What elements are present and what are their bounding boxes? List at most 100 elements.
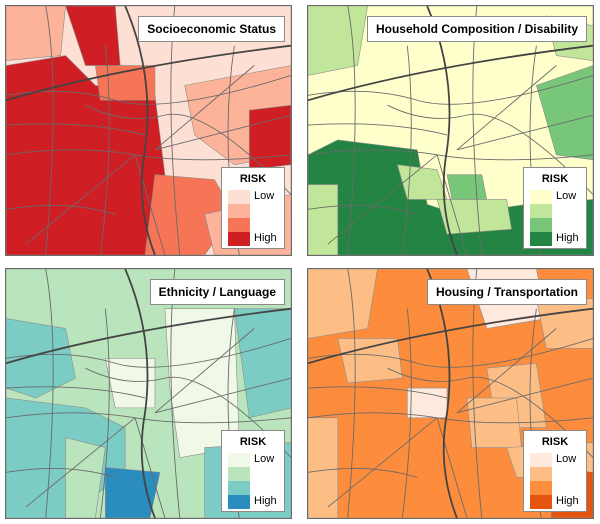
road-line	[154, 114, 291, 151]
tract-area	[248, 104, 291, 171]
road-line	[456, 377, 593, 414]
legend-swatch-3	[530, 481, 552, 495]
legend-title: RISK	[239, 173, 267, 185]
tract-area	[234, 308, 291, 419]
road-line	[45, 269, 54, 518]
road-line	[6, 386, 146, 399]
tract-area	[308, 269, 378, 339]
road-line	[6, 307, 291, 365]
legend-swatch-1	[530, 190, 552, 204]
legend-swatch-3	[228, 218, 250, 232]
road-line	[401, 308, 412, 518]
map-panel-housing: Housing / Transportation RISK Low High	[307, 268, 594, 519]
road-line	[308, 338, 593, 368]
tract-area	[407, 387, 448, 419]
road-line	[154, 377, 291, 414]
legend-swatch-2	[530, 467, 552, 481]
choropleth-map	[6, 6, 291, 255]
legend-swatch-4	[530, 232, 552, 246]
road-line	[45, 6, 54, 255]
legend-low-label: Low	[556, 190, 577, 202]
legend-swatch-3	[228, 481, 250, 495]
legend-swatch-3	[530, 218, 552, 232]
legend-swatch-4	[530, 495, 552, 509]
road-line	[308, 75, 593, 105]
tract-area	[6, 318, 76, 399]
road-line	[6, 44, 291, 102]
legend-swatch-2	[228, 204, 250, 218]
road-line	[154, 328, 255, 414]
road-line	[85, 367, 291, 458]
road-line	[401, 45, 412, 255]
road-line	[426, 269, 458, 518]
legend-swatch-1	[530, 453, 552, 467]
road-line	[347, 6, 356, 255]
road-line	[308, 386, 448, 399]
road-line	[327, 417, 438, 508]
road-line	[456, 328, 557, 414]
road-line	[154, 65, 255, 151]
road-line	[347, 269, 356, 518]
panel-title: Household Composition / Disability	[366, 16, 587, 42]
legend-swatch-4	[228, 495, 250, 509]
map-panel-ethnicity: Ethnicity / Language RISK Low High	[5, 268, 292, 519]
risk-legend: RISK Low High	[221, 167, 285, 249]
tract-area	[65, 437, 106, 518]
legend-high-label: High	[556, 495, 579, 507]
road-line	[436, 417, 468, 518]
tract-area	[308, 184, 339, 255]
legend-high-label: High	[254, 495, 277, 507]
road-line	[327, 154, 438, 245]
road-line	[308, 307, 593, 365]
road-line	[99, 308, 110, 518]
legend-title: RISK	[541, 436, 569, 448]
road-line	[124, 269, 156, 518]
tract-area	[105, 467, 161, 518]
legend-low-label: Low	[254, 453, 275, 465]
legend-high-label: High	[254, 232, 277, 244]
road-line	[134, 154, 166, 255]
road-line	[6, 75, 291, 105]
map-panel-household: Household Composition / Disability RISK …	[307, 5, 594, 256]
road-line	[25, 154, 136, 245]
tract-area	[446, 174, 488, 200]
road-line	[85, 104, 291, 195]
tract-area	[536, 65, 593, 161]
road-line	[308, 123, 448, 136]
risk-legend: RISK Low High	[523, 430, 587, 512]
tract-area	[337, 338, 403, 384]
legend-swatch-1	[228, 453, 250, 467]
map-panel-socioeconomic: Socioeconomic Status RISK Low High	[5, 5, 292, 256]
legend-swatch-2	[530, 204, 552, 218]
tract-area	[6, 6, 66, 61]
risk-legend: RISK Low High	[221, 430, 285, 512]
choropleth-map	[6, 269, 291, 518]
road-line	[308, 44, 593, 102]
legend-title: RISK	[541, 173, 569, 185]
road-line	[6, 338, 291, 368]
panel-title: Socioeconomic Status	[138, 16, 285, 42]
road-line	[99, 45, 110, 255]
panel-title: Ethnicity / Language	[149, 279, 285, 305]
legend-swatch-4	[228, 232, 250, 246]
choropleth-map	[308, 6, 593, 255]
road-line	[426, 6, 458, 255]
tract-area	[308, 6, 368, 76]
road-line	[456, 114, 593, 151]
legend-high-label: High	[556, 232, 579, 244]
road-line	[124, 6, 156, 255]
tract-area	[308, 417, 339, 518]
legend-low-label: Low	[556, 453, 577, 465]
panel-title: Housing / Transportation	[426, 279, 587, 305]
road-line	[387, 104, 593, 195]
road-line	[6, 123, 146, 136]
road-line	[25, 417, 136, 508]
legend-swatch-2	[228, 467, 250, 481]
risk-legend: RISK Low High	[523, 167, 587, 249]
legend-low-label: Low	[254, 190, 275, 202]
legend-swatch-1	[228, 190, 250, 204]
road-line	[134, 417, 166, 518]
road-line	[387, 367, 593, 458]
legend-title: RISK	[239, 436, 267, 448]
road-line	[456, 65, 557, 151]
